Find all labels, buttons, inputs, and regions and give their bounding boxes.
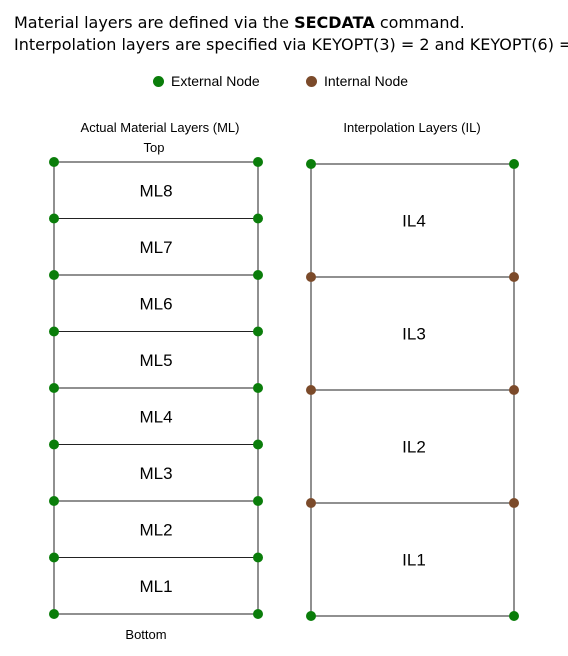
interpolation-stack-title: Interpolation Layers (IL) (343, 120, 481, 135)
interpolation-layer-label: IL4 (402, 212, 426, 231)
external-node-right-icon (253, 552, 263, 563)
external-node-right-icon (253, 270, 263, 280)
bottom-label: Bottom (125, 627, 167, 642)
external-node-right-icon (509, 611, 519, 621)
material-layer-label: ML6 (139, 294, 172, 313)
internal-node-right-icon (509, 272, 519, 282)
legend-internal-label: Internal Node (324, 73, 409, 89)
external-node-left-icon (49, 496, 59, 506)
external-node-left-icon (49, 270, 59, 280)
external-node-right-icon (253, 213, 263, 224)
description-line-1: Material layers are defined via the SECD… (14, 13, 465, 32)
secdata-command: SECDATA (294, 13, 375, 32)
external-node-left-icon (49, 552, 59, 563)
external-node-right-icon (509, 159, 519, 169)
legend-internal-node: Internal Node (306, 73, 408, 89)
external-node-left-icon (49, 439, 59, 450)
material-layer-label: ML3 (139, 464, 172, 483)
material-layer-label: ML2 (139, 520, 172, 539)
material-layer-label: ML5 (139, 351, 172, 370)
external-node-right-icon (253, 157, 263, 167)
external-node-right-icon (253, 609, 263, 619)
material-stack-title: Actual Material Layers (ML) (80, 120, 240, 135)
external-node-right-icon (253, 439, 263, 450)
external-node-left-icon (306, 611, 316, 621)
material-layer-label: ML1 (139, 577, 172, 596)
interpolation-layer-label: IL2 (402, 438, 426, 457)
top-label: Top (143, 140, 165, 155)
external-node-right-icon (253, 383, 263, 393)
description-line-2: Interpolation layers are specified via K… (14, 35, 568, 54)
internal-node-left-icon (306, 272, 316, 282)
description-text: Material layers are defined via the SECD… (14, 12, 568, 56)
legend-external-node: External Node (153, 73, 260, 89)
external-node-right-icon (253, 496, 263, 506)
external-node-left-icon (49, 609, 59, 619)
internal-node-marker-icon (306, 75, 317, 87)
interpolation-layer-label: IL1 (402, 551, 426, 570)
external-node-left-icon (49, 157, 59, 167)
legend-external-label: External Node (171, 73, 260, 89)
material-layer-label: ML8 (139, 181, 172, 200)
external-node-left-icon (49, 213, 59, 224)
external-node-left-icon (49, 326, 59, 337)
external-node-marker-icon (153, 75, 164, 87)
material-layer-label: ML4 (139, 407, 172, 426)
internal-node-right-icon (509, 498, 519, 508)
internal-node-left-icon (306, 385, 316, 395)
internal-node-right-icon (509, 385, 519, 395)
external-node-left-icon (49, 383, 59, 393)
material-layer-label: ML7 (139, 238, 172, 257)
interpolation-layer-label: IL3 (402, 325, 426, 344)
external-node-right-icon (253, 326, 263, 337)
external-node-left-icon (306, 159, 316, 169)
internal-node-left-icon (306, 498, 316, 508)
